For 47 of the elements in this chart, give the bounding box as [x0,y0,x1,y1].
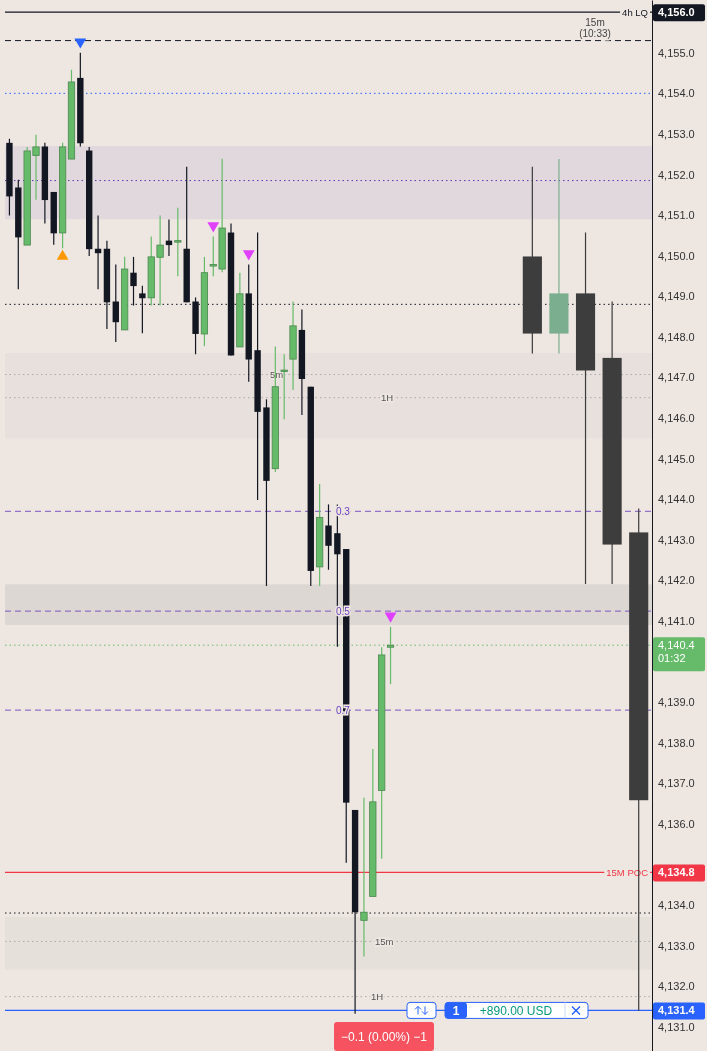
text: 01:32 [658,651,686,664]
y-tick-label: 4,141.0 [658,614,695,627]
ref-line-label: 4h LQ [622,6,648,18]
annotation: 15m (10:33) [579,16,611,39]
y-tick-label: 4,137.0 [658,777,695,790]
point [207,222,220,233]
y-tick-label: 4,153.0 [658,127,695,140]
candlestick [174,207,182,277]
y-tick-label: 4,132.0 [658,980,695,993]
y-tick-label: 4,133.0 [658,939,695,952]
candlestick [360,797,368,958]
candlestick [386,626,395,685]
y-tick-label: 4,142.0 [658,574,695,587]
y-tick-label: 4,149.0 [658,290,695,303]
y-tick-label: 4,145.0 [658,452,695,465]
y-tick-label: 4,136.0 [658,817,695,830]
annotation: −0.1 (0.00%) −1 [340,1030,428,1044]
y-tick-label: 4,147.0 [658,371,695,384]
y-tick-label: 4,146.0 [658,411,695,424]
annotation: +890.00 USD [479,1003,553,1018]
ref-line-label: 1H [371,991,384,1003]
y-tick-label: 4,140.4 [658,639,695,652]
y-tick-label: 4,148.0 [658,330,695,343]
y-tick-label: 4,138.0 [658,736,695,749]
y-tick-label: 4,134.0 [658,898,695,911]
y-tick-label: 4,143.0 [658,533,695,546]
y-tick-label: 4,156.0 [658,6,695,19]
candlestick [112,263,119,343]
y-tick-label: 4,151.0 [658,209,695,222]
annotation: 1 [452,1003,460,1018]
y-tick-label: 4,134.8 [658,866,695,879]
profit-badge: −0.1 (0.00%) −1 [334,1022,434,1051]
y-tick-label: 4,144.0 [658,493,695,506]
y-tick-label: 4,150.0 [658,249,695,262]
y-tick-label: 4,139.0 [658,696,695,709]
ref-line-label: 15m [375,935,394,947]
annotation: 0.7 [336,704,351,716]
point [242,250,255,261]
point [384,612,397,623]
y-tick-label: 4,131.4 [658,1004,696,1017]
y-tick-label: 4,131.0 [658,1020,695,1033]
point [74,38,87,49]
y-tick-label: 4,155.0 [658,46,695,59]
y-tick-label: 4,152.0 [658,168,695,181]
ref-line-label: 1H [381,392,394,404]
candlestick [325,503,332,571]
y-tick-label: 4,154.0 [658,87,695,100]
